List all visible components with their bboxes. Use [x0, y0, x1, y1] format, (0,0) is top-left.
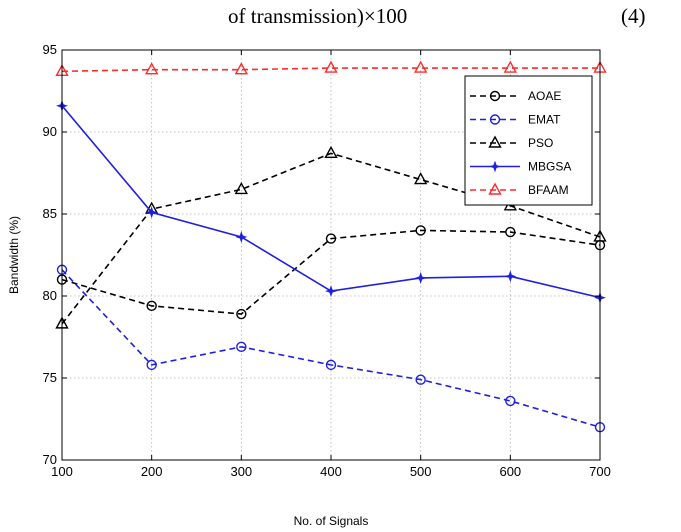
point-bfaam-200 [144, 62, 159, 75]
legend-marker-pso [488, 135, 502, 148]
point-aoae-500 [415, 225, 426, 236]
equation-number: (4) [621, 4, 646, 28]
x-tick-label-700: 700 [589, 464, 611, 479]
y-axis-label: Bandwidth (%) [7, 216, 21, 294]
y-tick-label-80: 80 [43, 288, 57, 303]
point-emat-200 [146, 359, 157, 371]
y-tick-label-85: 85 [43, 206, 57, 221]
x-axis-label: No. of Signals [294, 514, 369, 528]
x-tick-label-500: 500 [410, 464, 432, 479]
point-mbgsa-400 [325, 285, 337, 298]
x-tick-label-300: 300 [230, 464, 252, 479]
x-tick-label-400: 400 [320, 464, 342, 479]
legend-label-bfaam: BFAAM [528, 183, 569, 197]
point-emat-400 [325, 359, 337, 371]
legend-marker-emat [489, 114, 501, 125]
point-emat-500 [415, 374, 426, 385]
point-mbgsa-600 [504, 270, 517, 283]
point-mbgsa-500 [414, 272, 427, 284]
legend-label-emat: EMAT [528, 113, 561, 127]
y-tick-label-90: 90 [43, 124, 57, 139]
legend: AOAE EMAT PSO MBGSA BFAAM [464, 75, 593, 206]
point-aoae-400 [325, 233, 337, 244]
series-layer [55, 60, 607, 433]
equation-text: of transmission)×100 [228, 4, 408, 28]
point-bfaam-300 [234, 62, 249, 75]
point-emat-600 [505, 395, 516, 407]
point-pso-300 [234, 181, 249, 195]
legend-marker-mbgsa [489, 160, 501, 173]
tick-layer: 100 200 300 400 500 600 700 70 75 80 85 90 95 [43, 42, 611, 479]
point-bfaam-400 [324, 60, 338, 73]
equation-line: of transmission)×100 (4) [0, 0, 681, 36]
legend-label-mbgsa: MBGSA [528, 160, 571, 174]
point-mbgsa-200 [145, 206, 158, 219]
y-tick-label-70: 70 [43, 452, 57, 467]
point-mbgsa-300 [235, 231, 248, 243]
point-bfaam-500 [413, 60, 428, 73]
point-emat-300 [236, 341, 247, 353]
point-pso-500 [413, 172, 428, 185]
x-tick-label-600: 600 [499, 464, 521, 479]
point-aoae-600 [505, 226, 516, 238]
point-aoae-300 [236, 308, 247, 320]
x-tick-label-200: 200 [141, 464, 163, 479]
point-bfaam-600 [503, 60, 518, 73]
legend-box [464, 75, 593, 206]
y-tick-label-75: 75 [43, 370, 57, 385]
legend-label-pso: PSO [528, 136, 553, 150]
legend-marker-aoae [489, 90, 501, 102]
point-pso-400 [324, 145, 338, 159]
legend-label-aoae: AOAE [528, 89, 561, 103]
series-line-emat [61, 269, 601, 428]
point-aoae-200 [146, 300, 157, 312]
y-tick-label-95: 95 [43, 42, 57, 57]
legend-marker-bfaam [488, 182, 502, 195]
x-tick-label-100: 100 [51, 464, 73, 479]
series-line-aoae [61, 229, 601, 315]
